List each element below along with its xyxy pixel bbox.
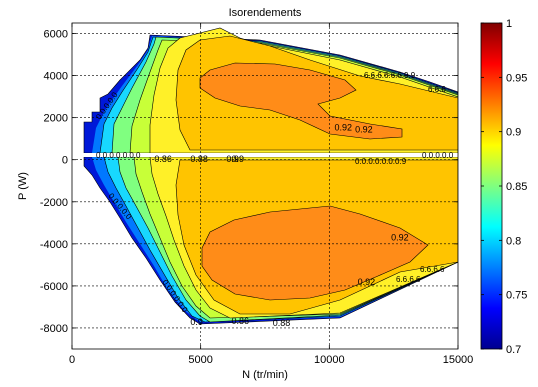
grid <box>72 23 458 349</box>
contour-label-cluster-4: 0.0.0.0.0 <box>422 151 454 160</box>
contour-regions: 6.6.6.6.6.6.9.9 6.6.6 0.0.0.0.0.0.0.9 0.… <box>72 27 458 328</box>
zero-power-gap <box>72 153 458 157</box>
colorbar-tick-label: 1 <box>506 18 512 30</box>
colorbar <box>480 22 503 350</box>
axes-frame <box>71 22 459 350</box>
colorbar-tick-label: 0.85 <box>506 181 527 193</box>
y-tick-label: -2000 <box>40 197 68 209</box>
y-tick-label: 6000 <box>44 29 68 41</box>
y-tick-label: -8000 <box>40 323 68 335</box>
y-axis: -8000 -6000 -4000 -2000 0 2000 4000 6000 <box>40 29 458 335</box>
x-tick-label: 10000 <box>314 354 345 366</box>
y-tick-label: 2000 <box>44 113 68 125</box>
y-tick-label: -4000 <box>40 239 68 251</box>
contour-label: 0.92 <box>334 122 352 132</box>
contour-label: 0.92 <box>358 277 376 287</box>
contour-label: 0.86 <box>154 154 172 164</box>
contour-label: 0.88 <box>273 318 291 328</box>
contour-label: 0.92 <box>391 233 409 243</box>
y-tick-label: 0 <box>62 155 68 167</box>
x-tick-label: 5000 <box>188 354 212 366</box>
y-tick-label: 4000 <box>44 71 68 83</box>
contour-label-cluster-7: 0.0.0.0.0.0.0 <box>96 151 141 160</box>
contour-label-cluster-2: 6.6.6 <box>428 85 446 94</box>
colorbar-tick-label: 0.95 <box>506 72 527 84</box>
y-tick-label: -6000 <box>40 281 68 293</box>
contour-label-cluster-5: 6.6.6.6 <box>420 265 445 274</box>
contour-label: 0.9 <box>232 154 245 164</box>
colorbar-ticks: 0.7 0.75 0.8 0.85 0.9 0.95 1 <box>481 18 527 356</box>
contour-label: 0.88 <box>190 154 208 164</box>
x-axis: 0 5000 10000 15000 <box>69 23 473 366</box>
contour-label: 0.9 <box>190 317 203 327</box>
contour-label-cluster-6: 6.6.6.6 <box>396 275 421 284</box>
chart-title: Isorendements <box>229 7 302 19</box>
contour-region-lower-092 <box>201 205 429 301</box>
contour-labels: 0.86 0.88 0.90.920.90.920.920.920.86 0.880.… <box>154 122 408 328</box>
x-tick-label: 15000 <box>443 354 474 366</box>
contour-label: 0.92 <box>355 124 373 134</box>
y-axis-label: P (W) <box>17 172 29 200</box>
contour-region-upper-092 <box>199 62 403 140</box>
x-tick-label: 0 <box>69 354 75 366</box>
colorbar-tick-label: 0.7 <box>506 344 521 356</box>
contour-label: 0.9 <box>226 154 239 164</box>
colorbar-tick-label: 0.9 <box>506 127 521 139</box>
contour-label-cluster-3: 0.0.0.0.0.0.0.9 <box>355 157 407 166</box>
x-axis-label: N (tr/min) <box>242 369 288 381</box>
contour-label: 0.86 <box>232 316 250 326</box>
colorbar-tick-label: 0.75 <box>506 290 527 302</box>
colorbar-tick-label: 0.8 <box>506 235 521 247</box>
